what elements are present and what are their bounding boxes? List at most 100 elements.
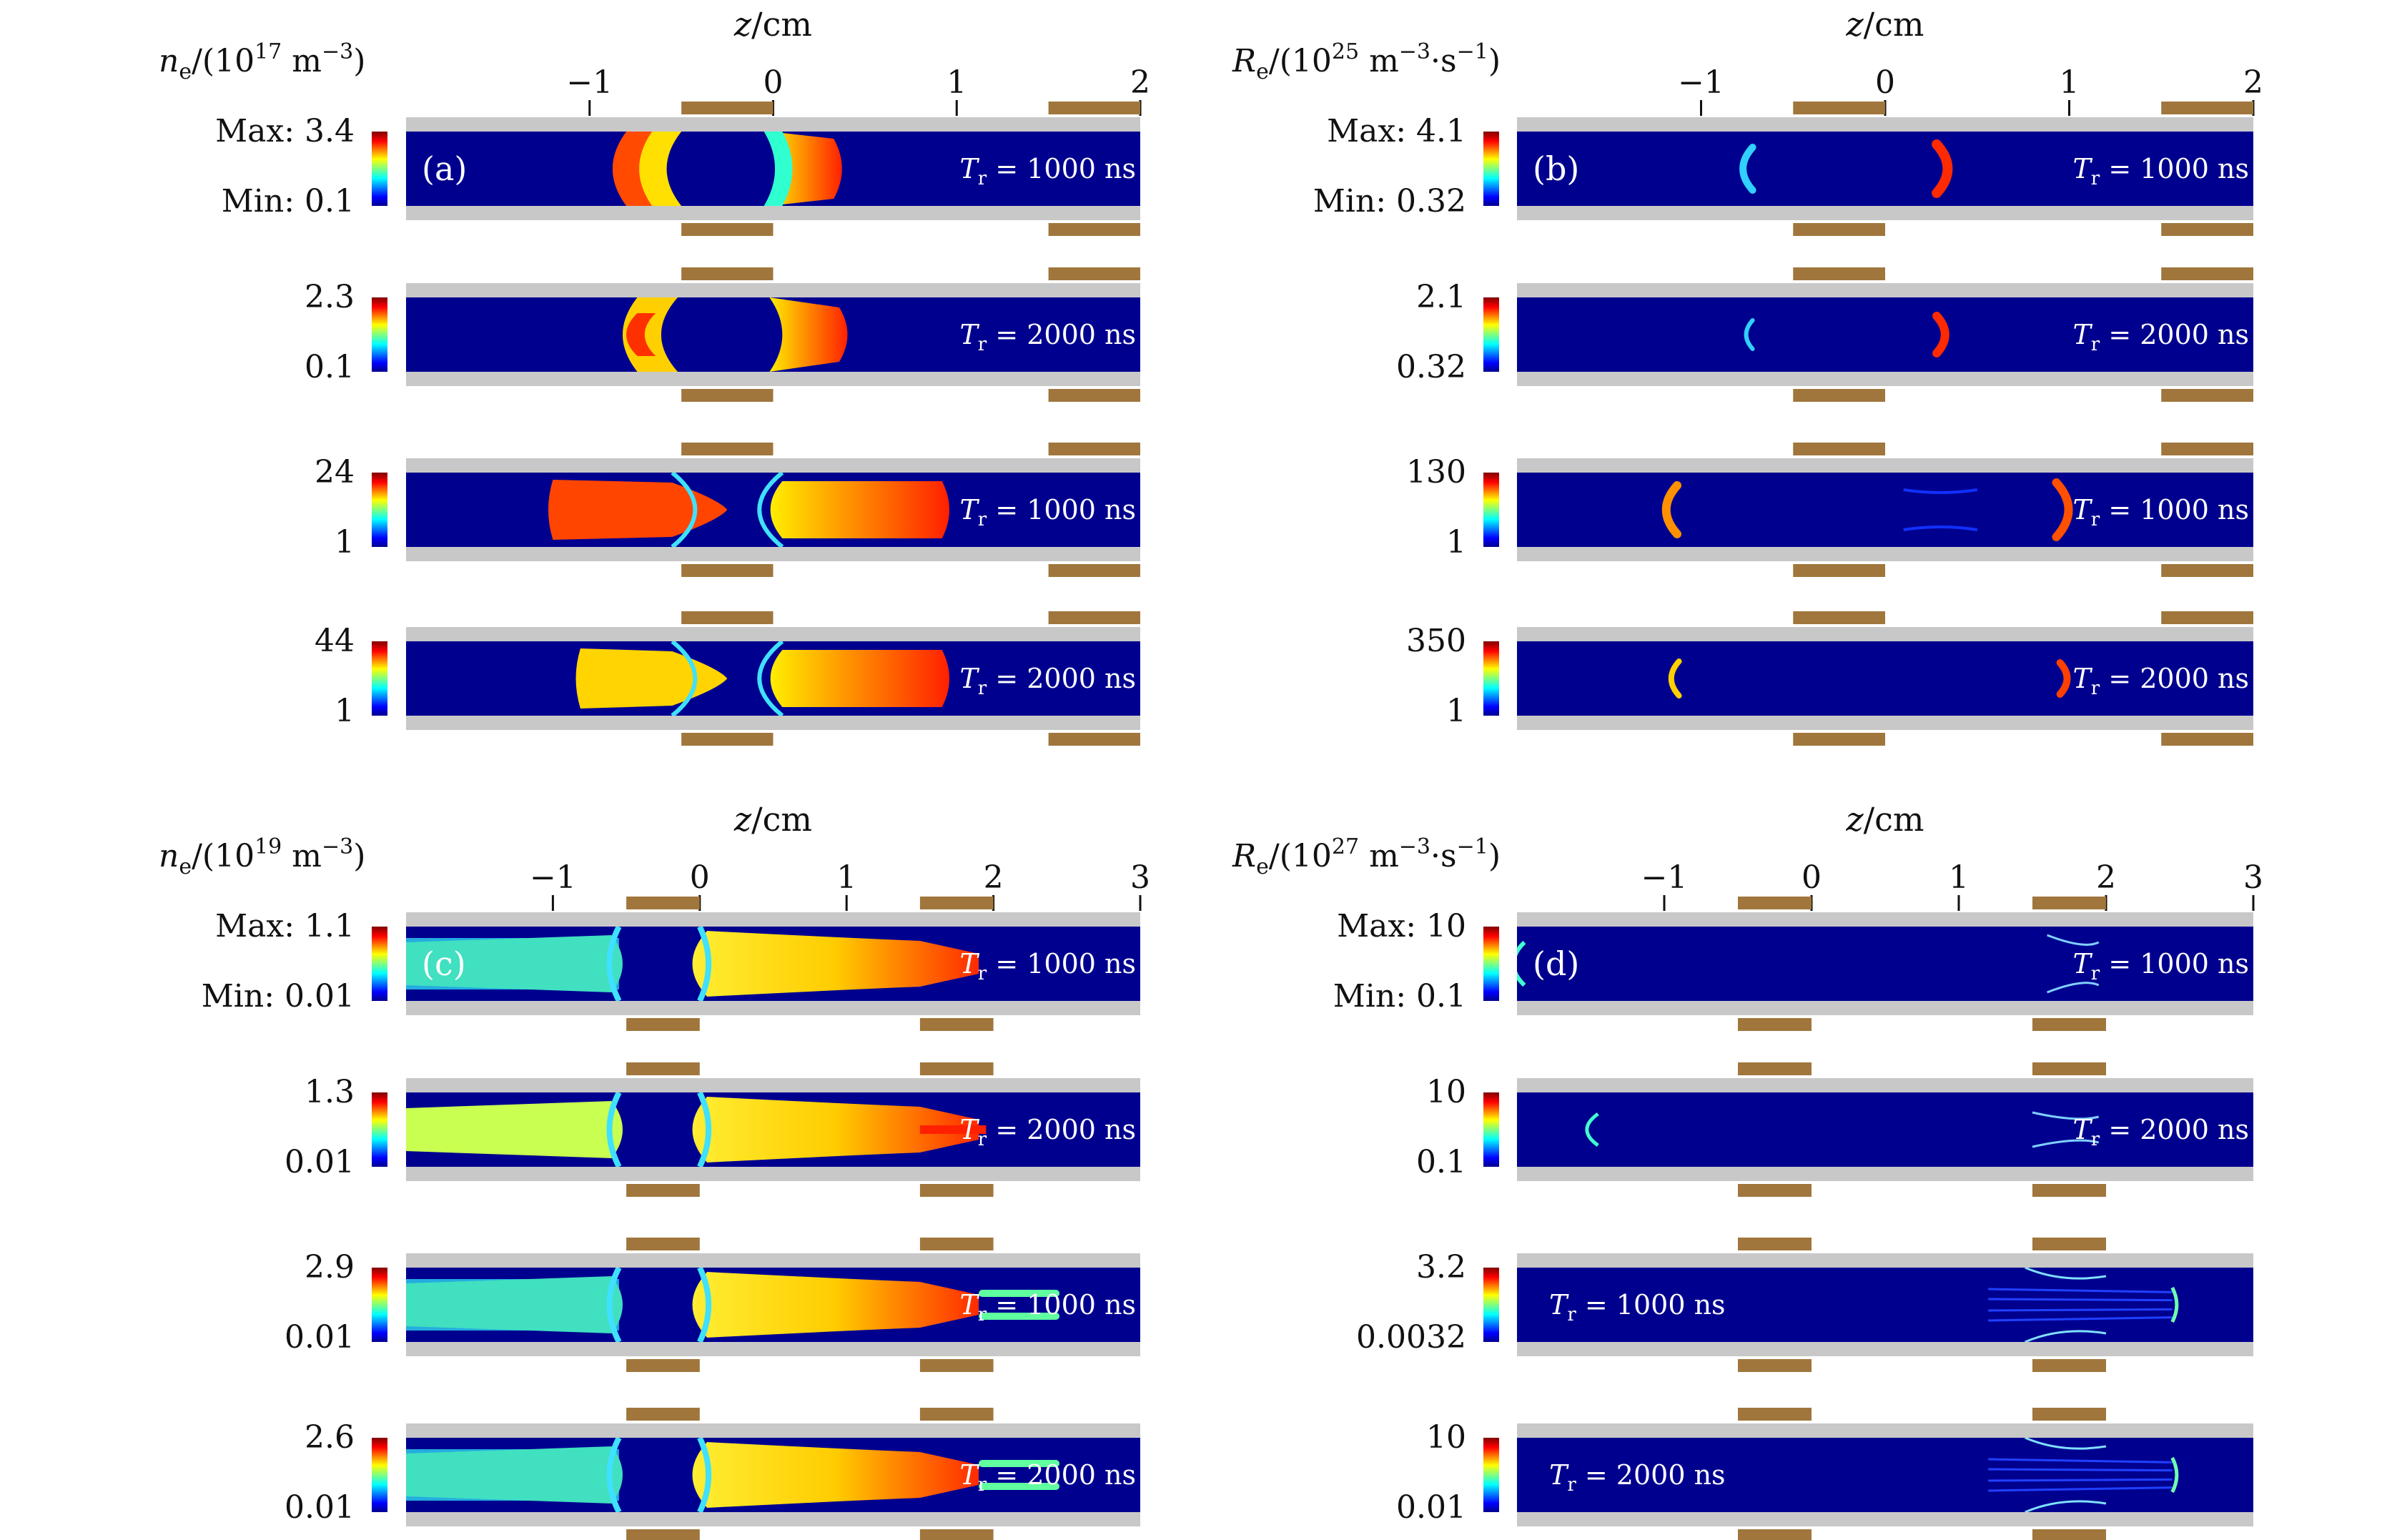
colorbar-max: Max: 10 bbox=[1337, 908, 1466, 944]
tr-label: Tr = 1000 ns bbox=[959, 153, 1136, 189]
wall-top bbox=[406, 117, 1140, 132]
density-structure bbox=[406, 1276, 623, 1333]
density-structure bbox=[606, 1092, 622, 1167]
density-structure bbox=[671, 641, 698, 716]
electrode-top bbox=[2161, 611, 2253, 624]
colorbar-min: 0.01 bbox=[285, 1319, 355, 1356]
field bbox=[1668, 658, 2071, 699]
electrode-top bbox=[626, 1062, 700, 1075]
electrode-top bbox=[2161, 443, 2253, 455]
rate-front bbox=[2025, 1268, 2107, 1280]
colorbar-min: Min: 0.1 bbox=[1333, 978, 1466, 1015]
channel bbox=[1517, 641, 2253, 716]
colorbar bbox=[1483, 297, 1499, 372]
colorbar-max: 44 bbox=[315, 623, 355, 659]
field bbox=[1988, 1268, 2179, 1342]
rate-front bbox=[2032, 1139, 2100, 1148]
tr-label: Tr = 1000 ns bbox=[2072, 153, 2249, 189]
wall-top bbox=[1517, 912, 2253, 927]
density-structure bbox=[606, 927, 622, 1001]
wall-bottom bbox=[406, 372, 1140, 386]
rate-front bbox=[1517, 940, 1526, 987]
tick-label: −1 bbox=[1641, 859, 1688, 896]
electrode-top bbox=[919, 897, 994, 909]
electrode-bottom bbox=[1048, 733, 1140, 746]
colorbar-max: 2.3 bbox=[305, 279, 355, 315]
rate-front bbox=[1903, 488, 1978, 494]
colorbar-max: 130 bbox=[1406, 454, 1466, 490]
tick-label: 1 bbox=[2060, 64, 2080, 101]
electrode-bottom bbox=[2161, 389, 2253, 402]
channel bbox=[1517, 927, 2253, 1001]
field bbox=[1585, 1111, 2100, 1148]
density-structure bbox=[406, 1101, 623, 1158]
rate-front bbox=[1988, 1308, 2173, 1312]
electrode-top bbox=[919, 1238, 994, 1250]
density-structure bbox=[763, 132, 793, 206]
tick-label: 3 bbox=[2243, 859, 2263, 896]
rate-front bbox=[2025, 1330, 2107, 1342]
tr-label: Tr = 2000 ns bbox=[2072, 663, 2249, 699]
field bbox=[1661, 478, 2073, 541]
field-row: Max: 3.4 Min: 0.1 Tr = 1000 ns (a) bbox=[215, 102, 1140, 236]
colorbar bbox=[372, 297, 387, 372]
tick-label: 2 bbox=[1130, 64, 1150, 101]
wall-top bbox=[406, 1253, 1140, 1268]
density-structure bbox=[606, 1268, 622, 1342]
electrode-top bbox=[626, 1408, 700, 1421]
electrode-top bbox=[681, 102, 774, 114]
density-structure bbox=[406, 1446, 623, 1504]
density-structure bbox=[671, 473, 698, 547]
wall-bottom bbox=[1517, 1342, 2253, 1356]
tr-label: Tr = 2000 ns bbox=[2072, 1114, 2249, 1150]
rate-front bbox=[2025, 1500, 2107, 1512]
electrode-bottom bbox=[2161, 223, 2253, 236]
channel bbox=[406, 297, 1140, 372]
channel bbox=[1517, 297, 2253, 372]
tr-label: Tr = 2000 ns bbox=[959, 319, 1136, 355]
rate-front bbox=[2052, 478, 2073, 541]
electrode-top bbox=[1793, 443, 1885, 455]
field-row: 44 1 Tr = 2000 ns bbox=[315, 611, 1140, 746]
electrode-top bbox=[681, 443, 774, 455]
wall-bottom bbox=[406, 1342, 1140, 1356]
wall-top bbox=[1517, 1078, 2253, 1092]
colorbar-max: 2.9 bbox=[305, 1249, 355, 1285]
colorbar-max: 2.1 bbox=[1416, 279, 1466, 315]
density-structure bbox=[626, 313, 656, 356]
tick-label: 2 bbox=[2096, 859, 2116, 896]
colorbar-min: 1 bbox=[335, 524, 355, 561]
wall-bottom bbox=[1517, 1512, 2253, 1526]
rate-front bbox=[1585, 1112, 1599, 1147]
axis-title: z/cm bbox=[733, 800, 812, 839]
wall-bottom bbox=[406, 206, 1140, 220]
density-structure bbox=[757, 473, 784, 547]
electrode-bottom bbox=[626, 1184, 700, 1197]
electrode-bottom bbox=[919, 1529, 994, 1540]
wall-top bbox=[406, 458, 1140, 473]
colorbar bbox=[1483, 473, 1499, 547]
tick-label: 1 bbox=[836, 859, 856, 896]
density-structure bbox=[770, 481, 949, 538]
rate-front bbox=[1988, 1288, 2173, 1293]
colorbar bbox=[372, 473, 387, 547]
wall-top bbox=[1517, 283, 2253, 297]
density-structure bbox=[629, 1273, 688, 1336]
wall-bottom bbox=[1517, 372, 2253, 386]
electrode-top bbox=[919, 1408, 994, 1421]
electrode-top bbox=[1738, 897, 1812, 909]
colorbar-max: 10 bbox=[1426, 1419, 1466, 1456]
field-row: Max: 1.1 Min: 0.01 Tr = 1000 ns (c) bbox=[202, 897, 1140, 1031]
electrode-top bbox=[1738, 1062, 1812, 1075]
tick-label: 3 bbox=[1130, 859, 1150, 896]
wall-bottom bbox=[406, 1167, 1140, 1181]
colorbar bbox=[372, 1438, 387, 1512]
density-structure bbox=[979, 1483, 1060, 1490]
rate-front bbox=[1932, 139, 1953, 198]
density-structure bbox=[629, 1443, 688, 1506]
rate-front bbox=[1668, 658, 1682, 699]
rate-front bbox=[2047, 982, 2100, 994]
density-structure bbox=[770, 650, 949, 707]
colorbar-min: 1 bbox=[1446, 524, 1466, 561]
colorbar-max: 350 bbox=[1406, 623, 1466, 659]
